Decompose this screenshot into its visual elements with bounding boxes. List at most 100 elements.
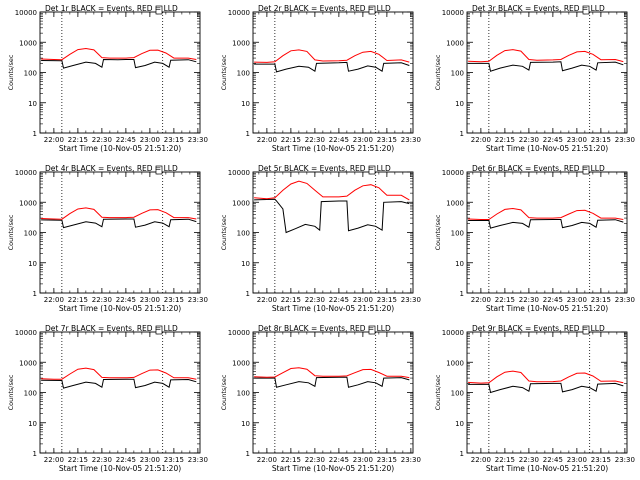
chart-0-title: Det 1r BLACK = Events, RED = LLD <box>45 4 178 13</box>
chart-2-ytick-label: 10000 <box>442 9 464 17</box>
chart-1-events-series <box>254 61 410 73</box>
chart-5-panel: 1 10 100 1000 10000 22:00 22:15 22:30 22:45 23:00… <box>434 164 635 313</box>
chart-4-xtick-label: 22:45 <box>329 296 349 304</box>
chart-6-xtick-label: 22:30 <box>92 456 112 464</box>
chart-4-ytick-label: 1 <box>246 290 250 298</box>
chart-4-xtick-label: 22:00 <box>257 296 277 304</box>
chart-6-title: Det 7r BLACK = Events, RED = LLD <box>45 324 178 333</box>
chart-3-frame <box>39 171 201 294</box>
chart-6-frame <box>39 331 201 454</box>
chart-2-frame <box>466 11 628 134</box>
chart-3-xtick-label: 22:45 <box>116 296 136 304</box>
chart-4-xtick-label: 22:15 <box>281 296 301 304</box>
chart-8-events-series <box>468 382 624 394</box>
chart-0-ytick-label: 100 <box>24 70 37 78</box>
chart-8-ytick-label: 100 <box>451 390 464 398</box>
chart-2-lld-series <box>468 49 624 63</box>
chart-3-ytick-label: 10 <box>28 260 37 268</box>
chart-7-legend-box <box>368 325 376 335</box>
chart-7-xtick-label: 22:15 <box>281 456 301 464</box>
chart-1-ytick-label: 100 <box>237 70 250 78</box>
chart-5-legend-box <box>582 165 590 175</box>
chart-0-ytick-label: 10 <box>28 100 37 108</box>
chart-5-xtick-label: 22:00 <box>471 296 491 304</box>
chart-7-xtick-label: 23:00 <box>353 456 373 464</box>
chart-0-xtick-label: 22:30 <box>92 136 112 144</box>
chart-5-title: Det 6r BLACK = Events, RED = LLD <box>472 164 605 173</box>
chart-5-ytick-label: 1 <box>460 290 464 298</box>
chart-6-ytick-label: 1000 <box>19 359 37 367</box>
chart-8-x-axis-label: Start Time (10-Nov-05 21:51:20) <box>486 464 608 473</box>
chart-7-panel: 1 10 100 1000 10000 22:00 22:15 22:30 22:45 23:00… <box>220 324 421 473</box>
chart-7-xtick-label: 22:45 <box>329 456 349 464</box>
chart-0-x-axis-label: Start Time (10-Nov-05 21:51:20) <box>59 144 181 153</box>
chart-1-xtick-label: 22:15 <box>281 136 301 144</box>
chart-5-xtick-label: 22:45 <box>543 296 563 304</box>
chart-2-xtick-label: 22:15 <box>495 136 515 144</box>
chart-8-xtick-label: 23:30 <box>615 456 635 464</box>
chart-8-ytick-label: 1 <box>460 450 464 458</box>
chart-7-lld-series <box>254 367 410 379</box>
chart-8-panel: 1 10 100 1000 10000 22:00 22:15 22:30 22:45 23:00… <box>434 324 635 473</box>
chart-8-lld-series <box>468 370 624 384</box>
chart-3-xtick-label: 22:15 <box>68 296 88 304</box>
chart-0-y-axis-label: Counts/sec <box>7 54 15 90</box>
chart-8-legend-box <box>582 325 590 335</box>
chart-3-lld-series <box>41 207 197 220</box>
chart-7-x-axis-label: Start Time (10-Nov-05 21:51:20) <box>272 464 394 473</box>
chart-8-ytick-label: 1000 <box>446 359 464 367</box>
chart-0-xtick-label: 23:30 <box>188 136 208 144</box>
chart-8-xtick-label: 23:00 <box>567 456 587 464</box>
chart-4-xtick-label: 22:30 <box>305 296 325 304</box>
chart-1-panel: 1 10 100 1000 10000 22:00 22:15 22:30 22:45 23:00… <box>220 4 421 153</box>
chart-4-frame <box>252 171 414 294</box>
chart-1-ytick-label: 1000 <box>232 39 250 47</box>
chart-7-xtick-label: 23:15 <box>377 456 397 464</box>
chart-2-panel: 1 10 100 1000 10000 22:00 22:15 22:30 22:45 23:00… <box>434 4 635 153</box>
chart-4-ytick-label: 100 <box>237 230 250 238</box>
chart-1-lld-series <box>254 49 410 63</box>
chart-8-title: Det 9r BLACK = Events, RED = LLD <box>472 324 605 333</box>
chart-7-xtick-label: 22:00 <box>257 456 277 464</box>
chart-6-xtick-label: 23:00 <box>140 456 160 464</box>
chart-1-ytick-label: 1 <box>246 130 250 138</box>
chart-6-x-axis-label: Start Time (10-Nov-05 21:51:20) <box>59 464 181 473</box>
chart-8-frame <box>466 331 628 454</box>
chart-3-xtick-label: 23:30 <box>188 296 208 304</box>
chart-7-xtick-label: 23:30 <box>401 456 421 464</box>
chart-7-y-axis-label: Counts/sec <box>220 374 228 410</box>
chart-0-xtick-label: 22:45 <box>116 136 136 144</box>
chart-4-legend-box <box>368 165 376 175</box>
chart-0-legend-box <box>155 5 163 15</box>
chart-0-xtick-label: 23:00 <box>140 136 160 144</box>
chart-2-ytick-label: 1 <box>460 130 464 138</box>
chart-8-xtick-label: 23:15 <box>591 456 611 464</box>
chart-4-title: Det 5r BLACK = Events, RED = LLD <box>258 164 391 173</box>
chart-4-lld-series <box>254 180 410 201</box>
chart-3-ytick-label: 10000 <box>15 169 37 177</box>
chart-0-xtick-label: 22:15 <box>68 136 88 144</box>
chart-6-events-series <box>41 378 197 389</box>
chart-5-y-axis-label: Counts/sec <box>434 214 442 250</box>
chart-1-y-axis-label: Counts/sec <box>220 54 228 90</box>
chart-7-ytick-label: 10000 <box>228 329 250 337</box>
chart-4-xtick-label: 23:00 <box>353 296 373 304</box>
chart-5-xtick-label: 22:30 <box>519 296 539 304</box>
chart-1-legend-box <box>368 5 376 15</box>
chart-2-events-series <box>468 61 624 72</box>
chart-3-ytick-label: 1000 <box>19 199 37 207</box>
chart-5-frame <box>466 171 628 294</box>
chart-8-xtick-label: 22:30 <box>519 456 539 464</box>
chart-6-ytick-label: 100 <box>24 390 37 398</box>
chart-7-ytick-label: 1000 <box>232 359 250 367</box>
chart-4-y-axis-label: Counts/sec <box>220 214 228 250</box>
chart-3-xtick-label: 23:00 <box>140 296 160 304</box>
chart-5-ytick-label: 10 <box>455 260 464 268</box>
chart-3-x-axis-label: Start Time (10-Nov-05 21:51:20) <box>59 304 181 313</box>
chart-4-x-axis-label: Start Time (10-Nov-05 21:51:20) <box>272 304 394 313</box>
chart-4-xtick-label: 23:15 <box>377 296 397 304</box>
chart-2-xtick-label: 23:00 <box>567 136 587 144</box>
chart-2-xtick-label: 23:15 <box>591 136 611 144</box>
chart-5-ytick-label: 100 <box>451 230 464 238</box>
